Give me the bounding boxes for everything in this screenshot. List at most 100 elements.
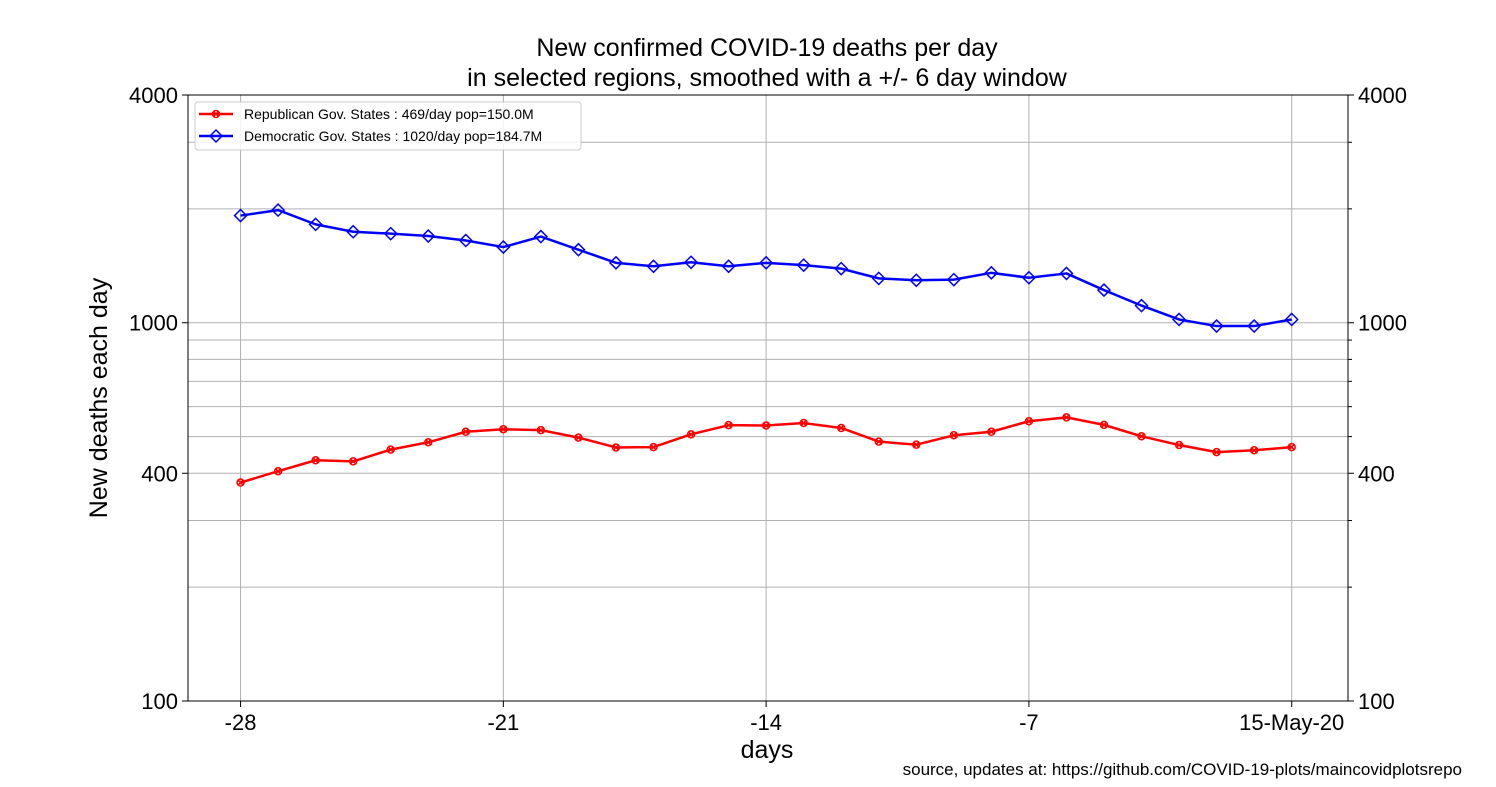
data-point-democratic	[721, 259, 736, 274]
x-tick-label: -28	[225, 710, 257, 735]
marker-cross-b	[800, 420, 807, 427]
marker-cross-b	[1063, 414, 1070, 421]
data-point-democratic	[871, 271, 886, 286]
data-point-democratic	[946, 272, 961, 287]
data-point-democratic	[233, 208, 248, 223]
data-point-democratic	[1209, 318, 1224, 334]
series-line-democratic	[240, 208, 1292, 328]
data-point-democratic	[308, 217, 323, 232]
legend-marker-republican	[211, 109, 221, 119]
data-point-republican	[949, 431, 959, 440]
data-point-republican	[1137, 432, 1146, 441]
marker-ring	[1137, 432, 1146, 441]
marker-ring	[1099, 420, 1109, 430]
data-point-republican	[1174, 440, 1184, 450]
chart-title: New confirmed COVID-19 deaths per day	[536, 34, 998, 62]
marker-ring	[461, 427, 471, 436]
x-tick-label: -7	[1019, 710, 1039, 735]
data-point-republican	[273, 466, 283, 476]
data-point-democratic	[533, 229, 548, 244]
x-tick-label: -21	[487, 710, 519, 735]
data-point-republican	[348, 457, 358, 466]
legend-items: Republican Gov. States : 469/day pop=150…	[199, 106, 542, 144]
marker-cross-b	[312, 457, 319, 464]
marker-ring	[686, 430, 696, 439]
marker-cross-b	[913, 441, 920, 448]
y-tick-label-right: 1000	[1358, 311, 1407, 336]
data-point-democratic	[571, 242, 586, 257]
y-tick-label-left: 100	[141, 689, 178, 714]
data-point-republican	[1062, 413, 1071, 422]
data-point-democratic	[608, 255, 624, 270]
marker-ring	[724, 420, 733, 430]
data-point-democratic	[909, 273, 924, 288]
y-tick-label-right: 400	[1358, 461, 1395, 486]
marker-ring	[649, 442, 658, 452]
data-point-democratic	[346, 224, 361, 239]
legend-marker-democratic	[208, 128, 224, 144]
marker-cross-b	[1288, 444, 1295, 451]
marker-cross-b	[725, 422, 732, 429]
y-tick-label-left: 4000	[129, 83, 178, 108]
data-point-republican	[686, 430, 696, 439]
x-axis-label: days	[741, 736, 794, 764]
data-point-republican	[499, 424, 508, 434]
data-point-democratic	[646, 259, 661, 274]
data-point-republican	[386, 445, 395, 454]
marker-cross-b	[537, 427, 544, 434]
marker-ring	[536, 425, 546, 435]
marker-ring	[987, 427, 996, 436]
data-point-democratic	[421, 228, 436, 244]
y-tick-label-right: 4000	[1358, 83, 1407, 108]
data-point-republican	[761, 421, 771, 430]
marker-ring	[799, 418, 808, 428]
data-point-democratic	[1134, 298, 1149, 313]
data-point-democratic	[796, 258, 811, 273]
data-point-democratic	[834, 261, 849, 276]
marker-cross-b	[275, 468, 282, 475]
marker-ring	[874, 437, 883, 446]
marker-ring	[348, 457, 358, 466]
marker-cross-b	[838, 424, 845, 431]
marker-ring	[836, 423, 846, 433]
marker-ring	[1212, 447, 1221, 457]
marker-ring	[386, 445, 395, 454]
marker-ring	[611, 443, 621, 452]
marker-cross-b	[763, 422, 770, 429]
data-point-republican	[1024, 416, 1034, 426]
data-point-democratic	[1021, 270, 1036, 285]
marker-ring	[574, 433, 583, 442]
data-point-democratic	[1059, 266, 1074, 281]
marker-cross-b	[462, 428, 469, 435]
marker-ring	[424, 438, 433, 447]
marker-cross-b	[650, 444, 657, 451]
marker-ring	[1024, 416, 1034, 426]
marker-cross-b	[950, 432, 957, 439]
marker-cross-b	[1251, 447, 1258, 454]
marker-cross-b	[212, 110, 220, 118]
legend-box	[194, 101, 582, 151]
marker-cross-b	[988, 428, 995, 435]
data-point-democratic	[1096, 283, 1112, 298]
marker-cross-b	[1213, 449, 1220, 456]
marker-cross-b	[500, 426, 507, 433]
marker-ring	[1287, 442, 1296, 452]
y-tick-label-right: 100	[1358, 689, 1395, 714]
source-note: source, updates at: https://github.com/C…	[903, 760, 1462, 779]
data-point-republican	[1287, 442, 1296, 452]
marker-cross-b	[875, 438, 882, 445]
data-point-republican	[536, 425, 546, 435]
legend-label-republican: Republican Gov. States : 469/day pop=150…	[244, 106, 534, 122]
marker-cross-b	[425, 439, 432, 446]
data-point-democratic	[1284, 312, 1299, 327]
data-point-republican	[311, 455, 320, 465]
marker-ring	[1249, 446, 1259, 455]
data-point-republican	[1249, 446, 1259, 455]
data-point-democratic	[383, 226, 398, 241]
data-point-democratic	[759, 255, 774, 270]
tick-layer: -28 -21 -14 -7 15-May-20 100 100 400 400 1000 1000…	[129, 83, 1407, 735]
data-point-democratic	[1172, 312, 1187, 327]
chart-subtitle: in selected regions, smoothed with a +/-…	[467, 64, 1068, 92]
data-point-republican	[724, 420, 733, 430]
